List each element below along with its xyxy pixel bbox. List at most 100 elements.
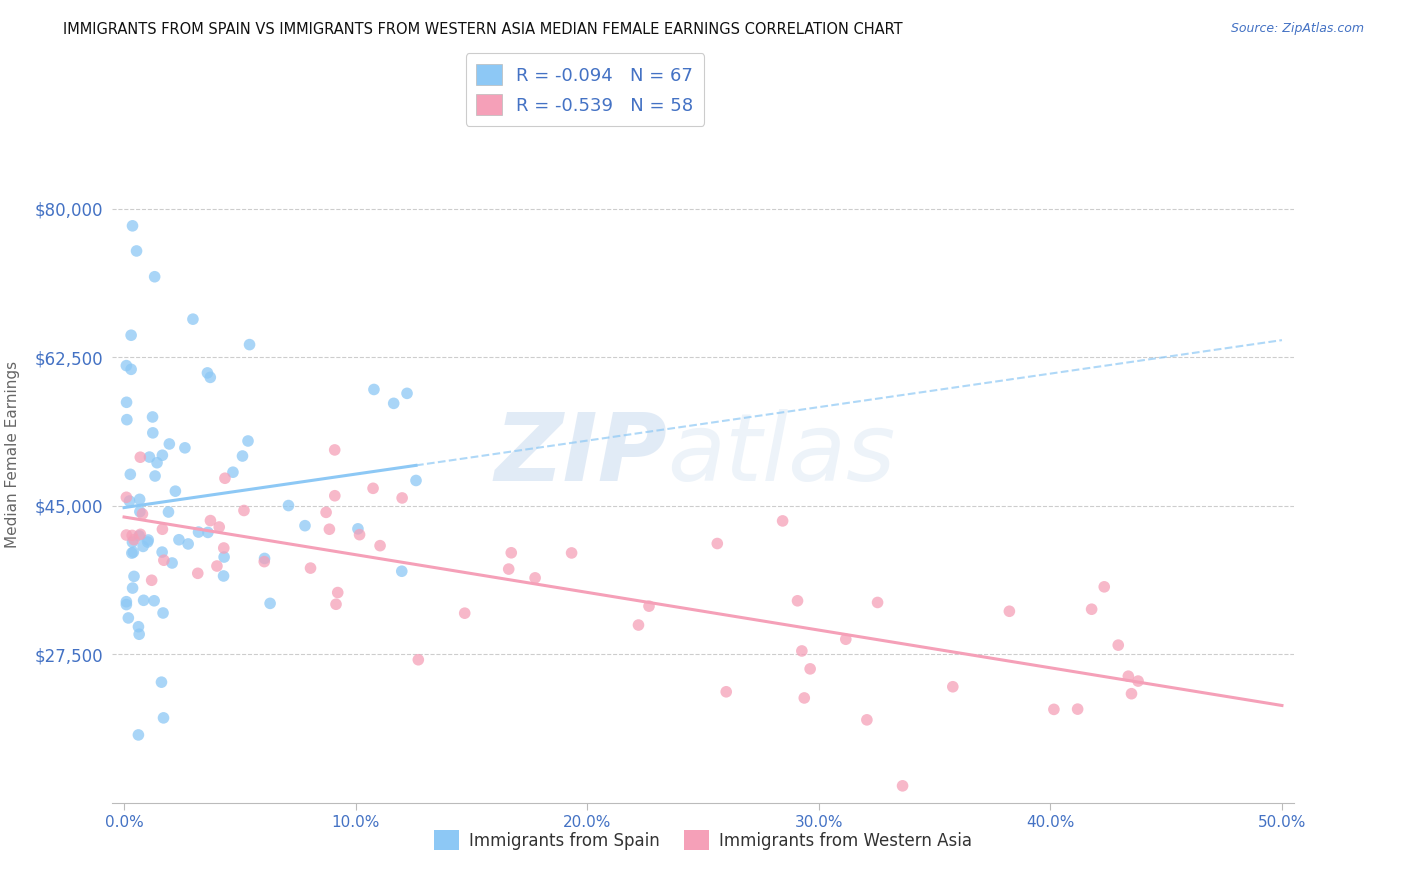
Point (128, 529, 150, 543)
Point (253, 555, 276, 569)
Point (208, 520, 231, 534)
Point (121, 546, 143, 560)
Point (391, 491, 413, 505)
Point (835, 632, 858, 647)
Point (157, 437, 180, 451)
Point (120, 467, 142, 482)
Point (129, 527, 152, 541)
Point (212, 569, 235, 583)
Point (856, 713, 879, 727)
Point (706, 536, 728, 550)
Point (152, 711, 174, 725)
Point (115, 412, 138, 426)
Point (347, 522, 370, 536)
Point (498, 562, 520, 576)
Point (115, 528, 138, 542)
Point (454, 606, 477, 620)
Point (122, 533, 145, 547)
Point (1092, 580, 1115, 594)
Point (143, 469, 166, 483)
Point (318, 522, 340, 536)
Point (323, 442, 346, 457)
Point (132, 593, 155, 607)
Point (408, 653, 430, 667)
Point (277, 499, 299, 513)
Point (236, 434, 259, 448)
Point (1107, 638, 1129, 652)
Point (1126, 674, 1149, 689)
Point (299, 561, 322, 575)
Point (127, 620, 149, 634)
Point (122, 545, 145, 559)
Point (131, 507, 153, 521)
Point (187, 524, 209, 539)
Point (129, 450, 152, 465)
Point (1080, 602, 1102, 616)
Point (395, 386, 418, 401)
Point (152, 522, 174, 536)
Point (627, 618, 650, 632)
Point (323, 489, 346, 503)
Point (200, 370, 222, 384)
Point (142, 425, 165, 440)
Point (294, 518, 316, 533)
Text: IMMIGRANTS FROM SPAIN VS IMMIGRANTS FROM WESTERN ASIA MEDIAN FEMALE EARNINGS COR: IMMIGRANTS FROM SPAIN VS IMMIGRANTS FROM… (63, 22, 903, 37)
Point (115, 595, 138, 609)
Point (382, 396, 405, 410)
Point (136, 535, 159, 549)
Point (891, 779, 914, 793)
Point (187, 566, 209, 581)
Point (167, 533, 190, 547)
Point (942, 680, 965, 694)
Point (117, 611, 139, 625)
Point (561, 546, 583, 560)
Point (121, 219, 143, 233)
Point (866, 595, 889, 609)
Point (405, 474, 427, 488)
Point (122, 569, 145, 583)
Point (128, 505, 150, 519)
Point (212, 549, 235, 564)
Point (160, 556, 183, 570)
Point (177, 537, 200, 551)
Point (638, 599, 661, 614)
Text: atlas: atlas (668, 409, 896, 500)
Point (152, 606, 174, 620)
Point (150, 545, 173, 559)
Point (524, 571, 547, 585)
Point (212, 541, 235, 555)
Point (200, 514, 222, 528)
Point (1118, 669, 1140, 683)
Point (115, 598, 138, 612)
Point (143, 269, 166, 284)
Point (233, 503, 256, 517)
Point (121, 528, 143, 542)
Point (146, 456, 169, 470)
Point (125, 244, 148, 258)
Point (349, 527, 371, 541)
Point (361, 481, 384, 495)
Point (138, 450, 160, 464)
Point (772, 514, 794, 528)
Point (716, 685, 738, 699)
Point (118, 494, 141, 508)
Point (793, 690, 815, 705)
Point (128, 627, 150, 641)
Point (315, 505, 337, 519)
Point (165, 484, 187, 499)
Point (259, 596, 281, 610)
Point (143, 594, 166, 608)
Point (153, 553, 176, 567)
Legend: Immigrants from Spain, Immigrants from Western Asia: Immigrants from Spain, Immigrants from W… (427, 823, 979, 857)
Point (197, 366, 219, 380)
Point (231, 449, 253, 463)
Point (205, 559, 228, 574)
Point (115, 359, 138, 373)
Point (214, 471, 236, 485)
Point (799, 662, 821, 676)
Point (115, 395, 138, 409)
Point (121, 581, 143, 595)
Point (238, 337, 260, 351)
Y-axis label: Median Female Earnings: Median Female Earnings (6, 361, 20, 549)
Point (150, 448, 173, 462)
